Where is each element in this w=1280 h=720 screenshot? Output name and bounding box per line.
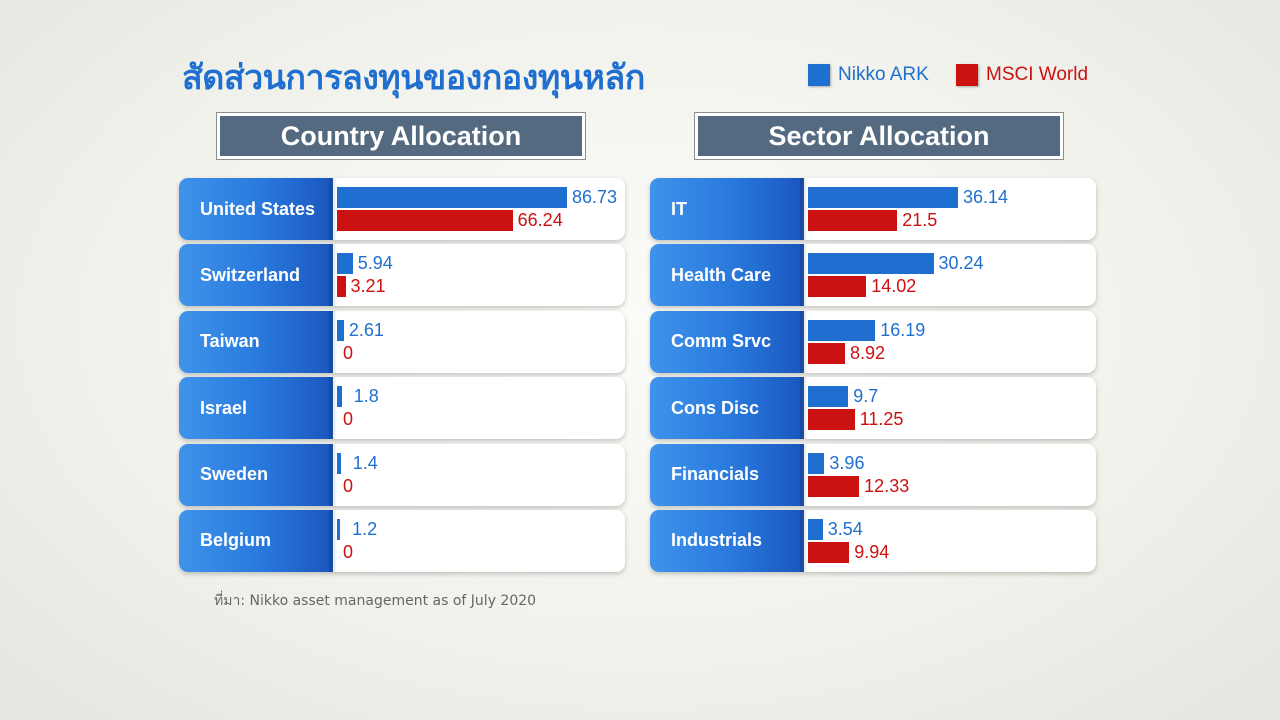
country-category-label: Israel [179, 377, 333, 440]
country-value-label-nikko: 1.2 [352, 518, 378, 539]
country-category-label: Taiwan [179, 310, 333, 373]
sector-row: Comm Srvc 16.19 8.92 [650, 310, 1096, 373]
country-value-label-msci: 66.24 [517, 210, 563, 230]
country-bar-nikko [337, 319, 344, 341]
legend-label-msci: MSCI World [986, 64, 1089, 85]
label-shadow-edge [329, 178, 337, 240]
country-value-label-nikko: 1.8 [353, 386, 379, 407]
sector-bar-msci [808, 276, 867, 298]
sector-category-label: Health Care [650, 244, 804, 307]
sector-value-label-nikko: 3.54 [827, 518, 863, 539]
country-bar-nikko [337, 452, 341, 474]
country-bar-msci [337, 210, 513, 231]
country-bar-nikko [337, 187, 567, 208]
sector-row: Financials 3.96 12.33 [650, 443, 1096, 506]
sector-bar-nikko [808, 319, 876, 341]
sector-value-label-msci: 21.5 [902, 210, 938, 230]
country-allocation-chart: United States 86.73 66.24 Switzerland 5.94 3.… [179, 178, 625, 576]
label-shadow-edge [329, 377, 337, 440]
country-value-label-nikko: 2.61 [348, 319, 384, 340]
sector-category-label: Financials [650, 443, 804, 506]
sector-row: IT 36.14 21.5 [650, 178, 1096, 240]
country-row: Switzerland 5.94 3.21 [179, 244, 625, 307]
sector-row: Cons Disc 9.7 11.25 [650, 377, 1096, 440]
legend-swatch-msci [956, 64, 978, 86]
country-bar-nikko [337, 253, 353, 275]
sector-bar-nikko [808, 253, 934, 275]
country-category-label: Switzerland [179, 244, 333, 307]
sector-category-label: Comm Srvc [650, 310, 804, 373]
sector-allocation-title: Sector Allocation [698, 116, 1060, 156]
country-row: Israel 1.8 0 [179, 377, 625, 440]
page-title: สัดส่วนการลงทุนของกองทุนหลัก [182, 58, 645, 98]
sector-bar-msci [808, 210, 898, 231]
label-shadow-edge [329, 244, 337, 307]
label-shadow-edge [800, 310, 808, 373]
country-row: Sweden 1.4 0 [179, 443, 625, 506]
country-category-label: Belgium [179, 509, 333, 572]
sector-value-label-nikko: 36.14 [963, 187, 1009, 207]
sector-value-label-msci: 8.92 [850, 342, 886, 363]
sector-bar-nikko [808, 187, 958, 208]
legend-label-nikko: Nikko ARK [838, 64, 929, 85]
legend-nikko: Nikko ARK [808, 64, 929, 86]
legend-swatch-nikko [808, 64, 830, 86]
sector-bar-msci [808, 409, 855, 431]
label-shadow-edge [800, 509, 808, 572]
sector-category-label: Industrials [650, 509, 804, 572]
sector-value-label-msci: 11.25 [859, 409, 904, 430]
country-value-label-msci: 0 [343, 541, 354, 562]
sector-value-label-nikko: 16.19 [880, 319, 926, 340]
source-note: ที่มา: Nikko asset management as of July… [214, 593, 537, 609]
sector-row: Industrials 3.54 9.94 [650, 509, 1096, 572]
sector-bar-nikko [808, 452, 825, 474]
country-bar-msci [337, 276, 346, 298]
country-allocation-header: Country Allocation [216, 112, 586, 160]
sector-value-label-nikko: 30.24 [938, 253, 984, 274]
country-value-label-nikko: 5.94 [357, 253, 393, 274]
sector-value-label-msci: 14.02 [871, 276, 917, 297]
sector-allocation-header: Sector Allocation [694, 112, 1064, 160]
country-bar-nikko [337, 386, 342, 408]
sector-value-label-nikko: 3.96 [829, 452, 865, 473]
sector-bar-nikko [808, 386, 849, 408]
country-value-label-msci: 0 [343, 475, 354, 496]
country-bar-nikko [337, 518, 341, 540]
country-allocation-title: Country Allocation [220, 116, 582, 156]
country-value-label-msci: 0 [343, 409, 354, 430]
sector-value-label-nikko: 9.7 [853, 386, 879, 407]
country-row: United States 86.73 66.24 [179, 178, 625, 240]
sector-bar-msci [808, 342, 846, 364]
label-shadow-edge [329, 509, 337, 572]
country-row: Belgium 1.2 0 [179, 509, 625, 572]
country-value-label-msci: 0 [343, 342, 354, 363]
country-category-label: Sweden [179, 443, 333, 506]
sector-category-label: IT [650, 178, 804, 240]
sector-value-label-msci: 9.94 [854, 541, 890, 562]
country-value-label-nikko: 1.4 [352, 452, 378, 473]
country-value-label-msci: 3.21 [350, 276, 386, 297]
sector-bar-msci [808, 475, 860, 497]
sector-category-label: Cons Disc [650, 377, 804, 440]
country-category-label: United States [179, 178, 333, 240]
sector-allocation-chart: IT 36.14 21.5 Health Care 30.24 14.02 Comm Srv… [650, 178, 1096, 576]
sector-bar-nikko [808, 518, 823, 540]
sector-row: Health Care 30.24 14.02 [650, 244, 1096, 307]
label-shadow-edge [329, 310, 337, 373]
label-shadow-edge [329, 443, 337, 506]
country-row: Taiwan 2.61 0 [179, 310, 625, 373]
sector-value-label-msci: 12.33 [864, 475, 910, 496]
legend-msci: MSCI World [956, 64, 1088, 86]
sector-bar-msci [808, 541, 850, 563]
label-shadow-edge [800, 443, 808, 506]
label-shadow-edge [800, 377, 808, 440]
country-value-label-nikko: 86.73 [572, 187, 618, 207]
label-shadow-edge [800, 244, 808, 307]
label-shadow-edge [800, 178, 808, 240]
